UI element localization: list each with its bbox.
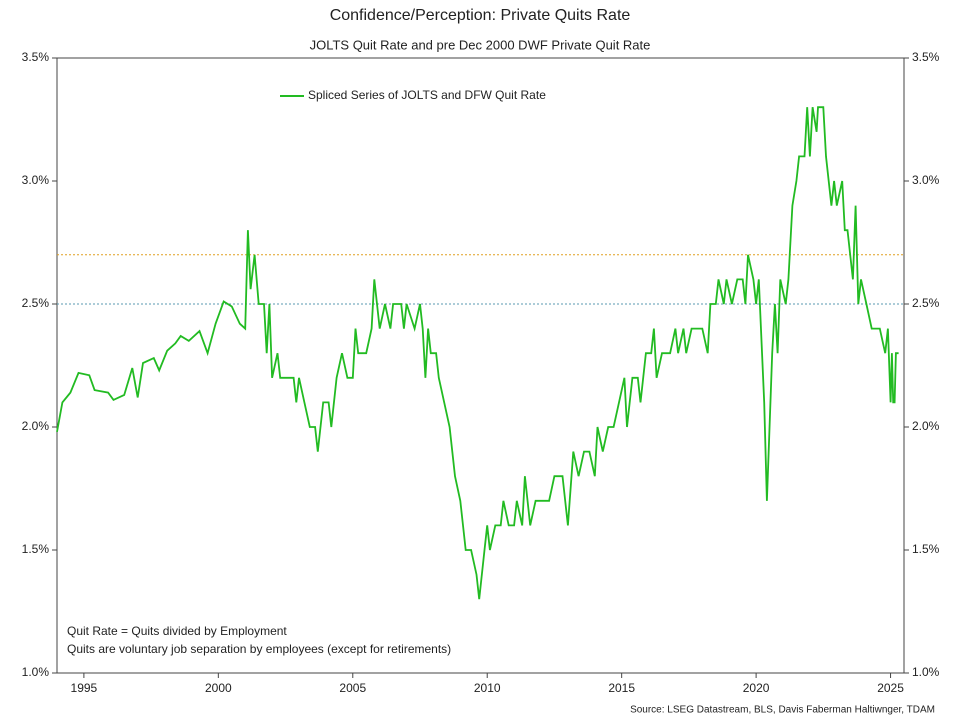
y-tick-label: 1.0% bbox=[22, 665, 50, 679]
chart-title: Confidence/Perception: Private Quits Rat… bbox=[330, 7, 631, 24]
x-tick-label: 2005 bbox=[339, 681, 366, 695]
x-tick-label: 2000 bbox=[205, 681, 232, 695]
x-tick-label: 2020 bbox=[743, 681, 770, 695]
y2-tick-label: 1.5% bbox=[912, 542, 940, 556]
y-tick-label: 1.5% bbox=[22, 542, 50, 556]
y2-tick-label: 2.0% bbox=[912, 419, 940, 433]
y-tick-label: 2.5% bbox=[22, 296, 50, 310]
y-tick-label: 2.0% bbox=[22, 419, 50, 433]
annotation: Quit Rate = Quits divided by Employment bbox=[67, 624, 287, 638]
legend-label: Spliced Series of JOLTS and DFW Quit Rat… bbox=[308, 88, 546, 102]
plot-frame bbox=[56, 57, 905, 674]
x-tick-label: 2025 bbox=[877, 681, 904, 695]
x-tick-label: 2010 bbox=[474, 681, 501, 695]
x-tick-label: 2015 bbox=[608, 681, 635, 695]
source: Source: LSEG Datastream, BLS, Davis Fabe… bbox=[630, 705, 935, 716]
y2-tick-label: 3.5% bbox=[912, 50, 940, 64]
y2-tick-label: 1.0% bbox=[912, 665, 940, 679]
data-line bbox=[56, 106, 899, 600]
y-tick-label: 3.0% bbox=[22, 173, 50, 187]
y2-tick-label: 2.5% bbox=[912, 296, 940, 310]
chart-subtitle: JOLTS Quit Rate and pre Dec 2000 DWF Pri… bbox=[310, 37, 651, 52]
x-tick-label: 1995 bbox=[71, 681, 98, 695]
y2-tick-label: 3.0% bbox=[912, 173, 940, 187]
y-tick-label: 3.5% bbox=[22, 50, 50, 64]
annotation: Quits are voluntary job separation by em… bbox=[67, 642, 451, 656]
